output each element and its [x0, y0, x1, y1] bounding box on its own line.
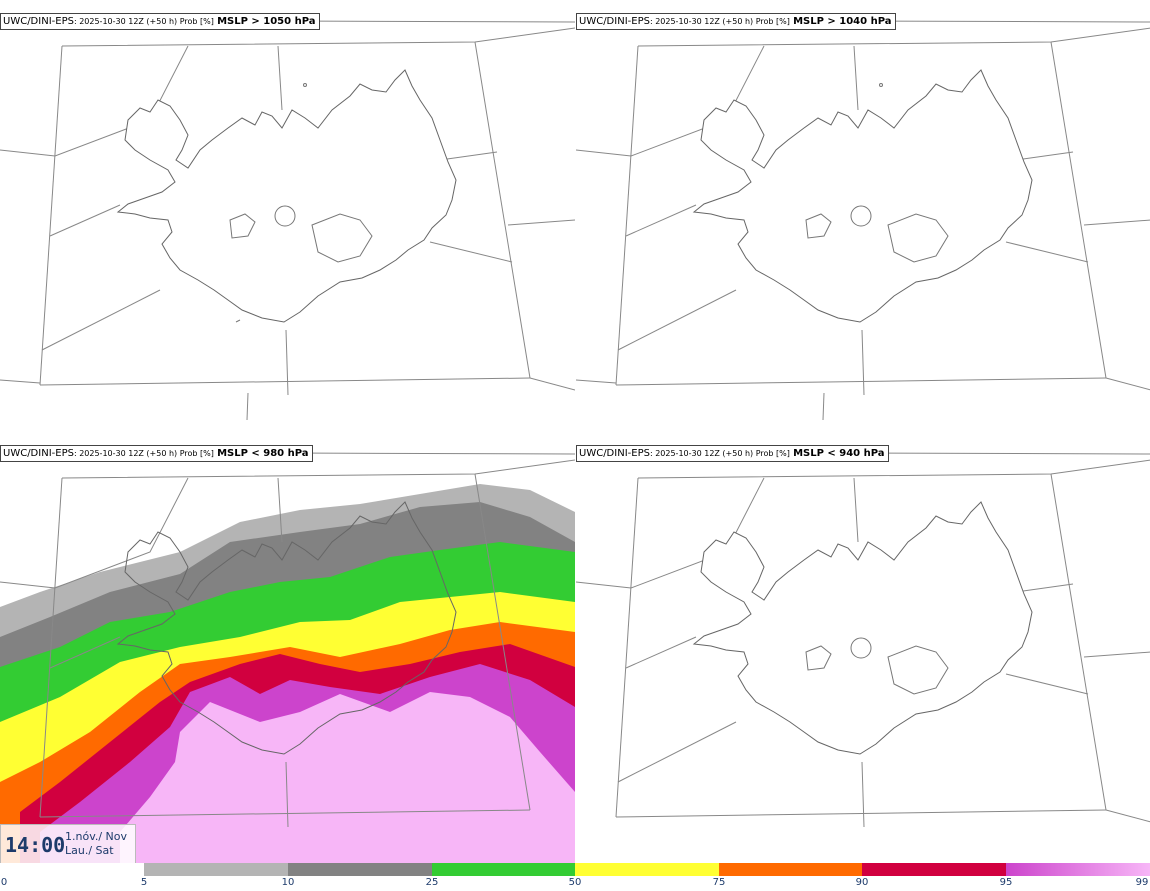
colorbar-tick: 25 — [425, 877, 439, 888]
valid-date-line: 1.nóv./ Nov — [65, 830, 128, 843]
valid-time-box: 14:00 1.nóv./ Nov Lau./ Sat — [0, 824, 136, 864]
iceland-coastline — [692, 69, 1033, 323]
panel-title: UWC/DINI-EPS: 2025-10-30 12Z (+50 h) Pro… — [0, 13, 320, 30]
panel-title: UWC/DINI-EPS: 2025-10-30 12Z (+50 h) Pro… — [576, 13, 896, 30]
panel-title: UWC/DINI-EPS: 2025-10-30 12Z (+50 h) Pro… — [0, 445, 313, 462]
valid-weekday-line: Lau./ Sat — [65, 844, 114, 857]
panel-title: UWC/DINI-EPS: 2025-10-30 12Z (+50 h) Pro… — [576, 445, 889, 462]
colorbar-seg-50-75 — [575, 863, 719, 876]
colorbar-tick: 5 — [140, 877, 148, 888]
iceland-coastline — [116, 69, 457, 323]
colorbar-seg-90-95 — [862, 863, 1006, 876]
colorbar-tick: 75 — [712, 877, 726, 888]
colorbar-tick: 50 — [568, 877, 582, 888]
colorbar-seg-0-5 — [0, 863, 144, 876]
valid-time-date: 1.nóv./ Nov Lau./ Sat — [65, 830, 127, 858]
valid-time-clock: 14:00 — [5, 833, 66, 857]
prob-band-99 — [120, 692, 575, 864]
colorbar-seg-5-10 — [144, 863, 288, 876]
colorbar-seg-95-99 — [1006, 863, 1150, 876]
colorbar-seg-10-25 — [288, 863, 432, 876]
colorbar-tick: 10 — [281, 877, 295, 888]
colorbar-seg-75-90 — [719, 863, 862, 876]
iceland-coastline — [692, 501, 1033, 755]
map-panel-mslp-gt-1040: UWC/DINI-EPS: 2025-10-30 12Z (+50 h) Pro… — [576, 0, 1150, 432]
colorbar-seg-25-50 — [432, 863, 575, 876]
colorbar-tick: 95 — [999, 877, 1013, 888]
probability-field — [0, 451, 575, 864]
map-panel-mslp-gt-1050: UWC/DINI-EPS: 2025-10-30 12Z (+50 h) Pro… — [0, 0, 575, 432]
colorbar-tick: 99 — [1135, 877, 1149, 888]
colorbar-tick: 90 — [855, 877, 869, 888]
map-panel-mslp-lt-980: UWC/DINI-EPS: 2025-10-30 12Z (+50 h) Pro… — [0, 432, 575, 864]
map-canvas — [0, 19, 575, 421]
map-panel-mslp-lt-940: UWC/DINI-EPS: 2025-10-30 12Z (+50 h) Pro… — [576, 432, 1150, 864]
probability-colorbar: 0 5 10 25 50 75 90 95 99 — [0, 863, 1150, 891]
colorbar-tick: 0 — [0, 877, 8, 888]
iceland-coastline — [116, 501, 457, 755]
